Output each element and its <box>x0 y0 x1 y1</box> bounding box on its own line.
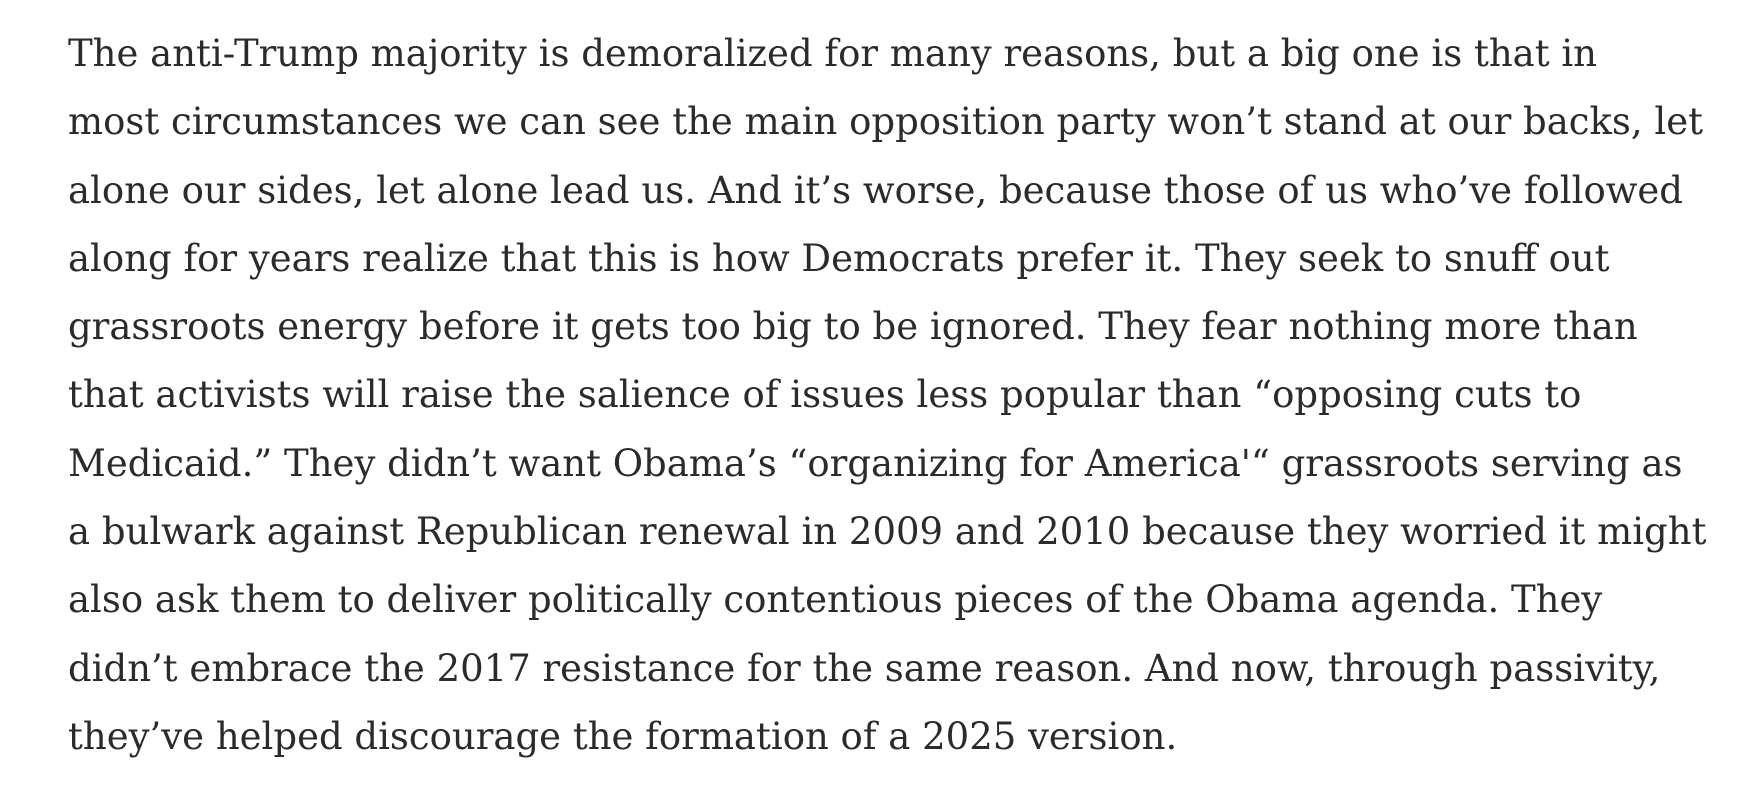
paragraph-line-1: The anti-Trump majority is demoralized f… <box>68 32 1598 75</box>
paragraph-line-3: alone our sides, let alone lead us. And … <box>68 168 1683 212</box>
paragraph-line-8: a bulwark against Republican renewal in … <box>68 510 1707 554</box>
paragraph-line-10: didn’t embrace the 2017 resistance for t… <box>68 646 1661 690</box>
paragraph-line-9: also ask them to deliver politically con… <box>68 578 1603 622</box>
paragraph-line-5: grassroots energy before it gets too big… <box>68 305 1638 349</box>
paragraph-line-7: Medicaid.” They didn’t want Obama’s “org… <box>68 441 1683 485</box>
paragraph-line-6: that activists will raise the salience o… <box>68 373 1582 417</box>
article-paragraph: The anti-Trump majority is demoralized f… <box>68 20 1748 771</box>
paragraph-line-2: most circumstances we can see the main o… <box>68 100 1704 144</box>
paragraph-line-4: along for years realize that this is how… <box>68 236 1610 280</box>
paragraph-line-11: they’ve helped discourage the formation … <box>68 714 1178 758</box>
